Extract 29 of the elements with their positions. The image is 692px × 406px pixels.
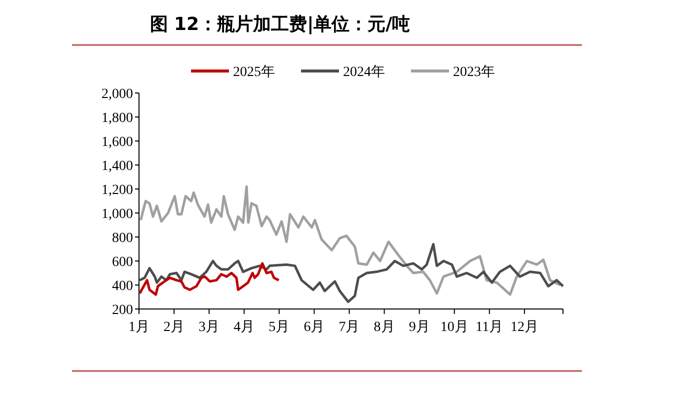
legend-label: 2024年	[343, 64, 385, 80]
line-series	[138, 262, 280, 296]
y-tick-label: 200	[112, 302, 133, 318]
legend-label: 2025年	[233, 64, 275, 80]
x-tick-label: 1月	[128, 320, 150, 335]
y-tick-label: 600	[112, 254, 133, 270]
line-series	[140, 185, 562, 296]
x-tick-label: 11月	[476, 320, 504, 335]
y-tick-label: 1,800	[102, 110, 133, 126]
y-tick-label: 1,000	[102, 206, 133, 222]
legend-label: 2023年	[453, 64, 495, 80]
chart-title: 图 12：瓶片加工费|单位：元/吨	[150, 14, 410, 35]
x-tick-label: 2月	[164, 320, 185, 335]
y-tick-label: 2,000	[102, 86, 133, 102]
x-tick-label: 9月	[408, 320, 430, 335]
x-tick-label: 7月	[338, 320, 360, 335]
x-tick-label: 5月	[268, 320, 290, 335]
x-tick-label: 10月	[440, 320, 468, 335]
y-tick-label: 1,200	[102, 182, 133, 198]
y-tick-label: 1,600	[102, 134, 133, 150]
x-tick-label: 3月	[198, 320, 220, 335]
x-tick-label: 8月	[374, 320, 395, 335]
x-tick-label: 4月	[234, 320, 255, 335]
x-tick-label: 6月	[304, 320, 325, 335]
y-tick-label: 800	[112, 230, 133, 246]
y-tick-label: 1,400	[102, 158, 133, 174]
line-series	[138, 242, 564, 304]
x-tick-label: 12月	[510, 320, 538, 335]
y-tick-label: 400	[112, 278, 133, 294]
